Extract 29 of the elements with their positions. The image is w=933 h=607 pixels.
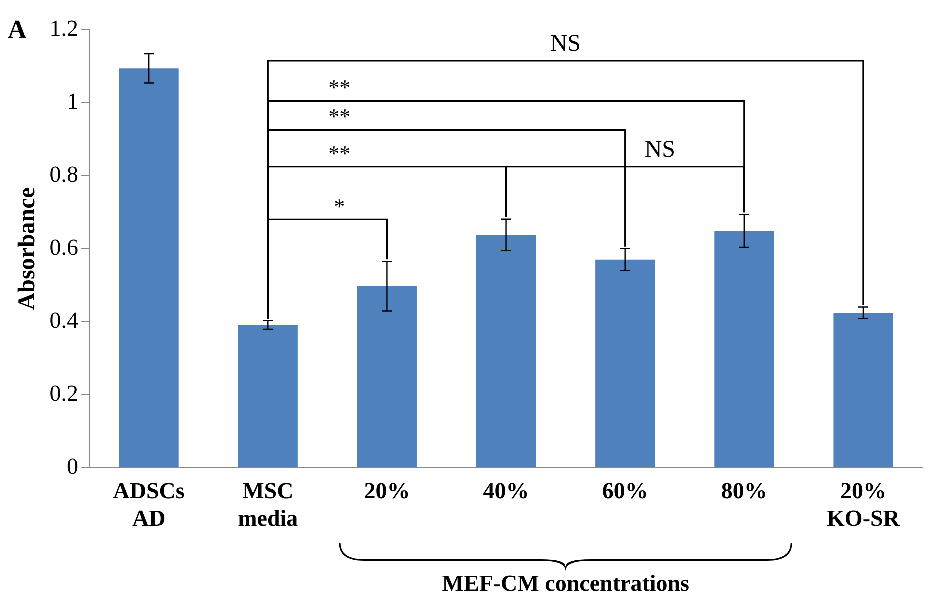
annotation: ** — [328, 140, 351, 167]
y-tick-label: 1.2 — [50, 16, 79, 42]
y-tick-label: 0.2 — [50, 380, 79, 406]
bar — [834, 313, 894, 468]
annotation: ** — [328, 75, 351, 102]
y-tick-label: 0.4 — [50, 308, 80, 333]
annotation: NS — [550, 31, 581, 58]
annotation: * — [334, 194, 346, 220]
bar — [714, 231, 774, 468]
y-tick-label: 0.8 — [50, 162, 79, 187]
bar — [119, 68, 179, 468]
bar — [476, 235, 536, 468]
x-tick-label: 60% — [602, 478, 648, 504]
x-tick-label: MSC media — [238, 478, 299, 532]
x-tick-label: 20% — [364, 478, 410, 504]
text: MEF-CM concentrations — [442, 571, 690, 597]
bar — [238, 325, 298, 468]
annotation: NS — [644, 136, 676, 164]
y-tick-label: 0 — [67, 454, 79, 479]
text: A — [8, 15, 27, 45]
y-tick-label: 1 — [67, 89, 79, 114]
annotation: ** — [328, 104, 351, 130]
x-tick-label: 40% — [483, 478, 530, 504]
x-tick-label: ADSCs AD — [113, 478, 185, 532]
x-tick-label: 80% — [721, 478, 768, 504]
y-tick-label: 0.6 — [50, 234, 79, 260]
y-axis-title: Absorbance — [14, 187, 41, 310]
bar — [596, 260, 656, 468]
x-tick-label: 20% KO-SR — [827, 478, 900, 532]
